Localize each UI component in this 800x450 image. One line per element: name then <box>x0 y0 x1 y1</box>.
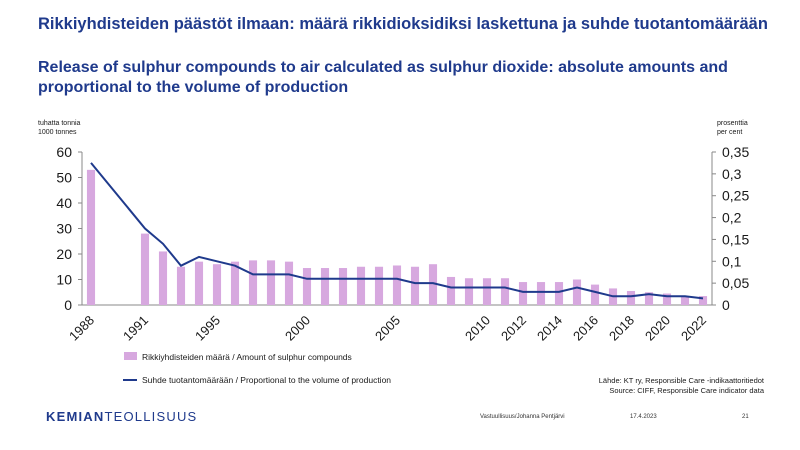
bar-2019 <box>644 292 654 305</box>
bar-2000 <box>302 268 312 305</box>
bar-2003 <box>356 266 366 305</box>
bar-2022 <box>698 296 708 305</box>
left-tick-label: 60 <box>56 144 72 160</box>
bar-1997 <box>248 260 258 305</box>
bar-2001 <box>320 268 330 305</box>
company-logo: KEMIANTEOLLISUUS <box>46 409 197 424</box>
bar-2005 <box>392 265 402 305</box>
bar-2014 <box>554 282 564 305</box>
logo-rest: TEOLLISUUS <box>104 409 198 424</box>
x-tick-label-2016: 2016 <box>570 313 601 344</box>
legend-bar-swatch <box>124 352 137 360</box>
right-tick-label: 0,3 <box>722 166 742 182</box>
right-tick-label: 0,05 <box>722 275 749 291</box>
bar-1991 <box>140 233 150 305</box>
x-tick-label-2000: 2000 <box>282 313 313 344</box>
right-tick-label: 0 <box>722 297 730 313</box>
footer-author: Vastuullisuus/Johanna Pentjärvi <box>480 414 565 420</box>
x-tick-label-2005: 2005 <box>372 313 403 344</box>
logo-bold: KEMIAN <box>46 409 105 424</box>
legend-line-label: Suhde tuotantomäärään / Proportional to … <box>142 375 391 385</box>
x-tick-label-2010: 2010 <box>462 313 493 344</box>
chart-title-fi: Rikkiyhdisteiden päästöt ilmaan: määrä r… <box>38 15 768 33</box>
left-tick-label: 20 <box>56 246 72 262</box>
x-tick-label-1988: 1988 <box>66 313 97 344</box>
bar-1999 <box>284 261 294 305</box>
left-tick-label: 0 <box>64 297 72 313</box>
left-tick-label: 30 <box>56 221 72 237</box>
right-unit-fi: prosenttia <box>717 120 748 127</box>
x-tick-label-2022: 2022 <box>678 313 709 344</box>
right-tick-label: 0,2 <box>722 210 742 226</box>
bar-1995 <box>212 264 222 305</box>
left-tick-label: 40 <box>56 195 72 211</box>
left-tick-label: 50 <box>56 170 72 186</box>
bar-2006 <box>410 266 420 305</box>
bar-2002 <box>338 268 348 305</box>
left-axis-unit: tuhatta tonnia 1000 tonnes <box>38 119 80 137</box>
bar-2011 <box>500 278 510 305</box>
chart-title-en: Release of sulphur compounds to air calc… <box>38 59 728 96</box>
bar-1994 <box>194 261 204 305</box>
x-tick-label-2018: 2018 <box>606 313 637 344</box>
bar-1993 <box>176 266 186 305</box>
bar-2007 <box>428 264 438 305</box>
bar-1992 <box>158 251 168 305</box>
bar-1988 <box>86 169 96 305</box>
bar-2015 <box>572 279 582 305</box>
bar-2009 <box>464 278 474 305</box>
right-tick-label: 0,1 <box>722 253 742 269</box>
x-tick-label-2020: 2020 <box>642 313 673 344</box>
source-note: Lähde: KT ry, Responsible Care -indikaat… <box>599 376 764 396</box>
right-tick-label: 0,35 <box>722 144 749 160</box>
left-tick-label: 10 <box>56 272 72 288</box>
bar-2018 <box>626 290 636 305</box>
bar-2021 <box>680 296 690 305</box>
bar-1998 <box>266 260 276 305</box>
bar-2008 <box>446 276 456 305</box>
bar-2010 <box>482 278 492 305</box>
bar-2013 <box>536 282 546 305</box>
x-tick-label-1991: 1991 <box>120 313 151 344</box>
x-tick-label-2012: 2012 <box>498 313 529 344</box>
source-en: Source: CIFF, Responsible Care indicator… <box>609 386 764 395</box>
left-unit-en: 1000 tonnes <box>38 129 77 136</box>
footer-page: 21 <box>742 414 749 420</box>
right-axis-unit: prosenttia per cent <box>717 119 748 137</box>
x-tick-label-1995: 1995 <box>192 313 223 344</box>
source-fi: Lähde: KT ry, Responsible Care -indikaat… <box>598 376 764 385</box>
right-tick-label: 0,15 <box>722 231 749 247</box>
bar-2004 <box>374 266 384 305</box>
right-unit-en: per cent <box>717 129 743 136</box>
left-unit-fi: tuhatta tonnia <box>38 120 81 127</box>
bar-2012 <box>518 282 528 305</box>
legend-bar-label: Rikkiyhdisteiden määrä / Amount of sulph… <box>142 352 352 362</box>
line-series-proportional <box>90 162 704 300</box>
bar-2020 <box>662 293 672 305</box>
bar-1996 <box>230 261 240 305</box>
bar-2016 <box>590 284 600 305</box>
right-tick-label: 0,25 <box>722 188 749 204</box>
footer-date: 17.4.2023 <box>630 414 657 420</box>
x-tick-label-2014: 2014 <box>534 313 565 344</box>
